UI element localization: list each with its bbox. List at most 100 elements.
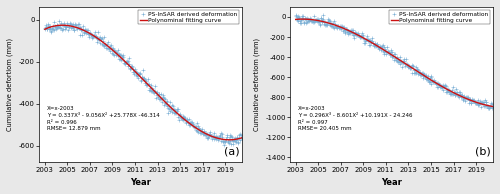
Polynominal fitting curve: [204, 133, 210, 135]
PS-InSAR derived deformation: [352, 32, 360, 35]
PS-InSAR derived deformation: [198, 127, 206, 131]
PS-InSAR derived deformation: [393, 55, 401, 58]
PS-InSAR derived deformation: [184, 120, 192, 124]
PS-InSAR derived deformation: [408, 63, 416, 66]
PS-InSAR derived deformation: [208, 137, 216, 140]
PS-InSAR derived deformation: [124, 59, 132, 62]
Polynominal fitting curve: [42, 28, 48, 30]
PS-InSAR derived deformation: [361, 41, 369, 44]
PS-InSAR derived deformation: [126, 67, 134, 70]
PS-InSAR derived deformation: [376, 48, 384, 51]
PS-InSAR derived deformation: [333, 24, 341, 27]
PS-InSAR derived deformation: [340, 29, 348, 32]
PS-InSAR derived deformation: [100, 44, 108, 47]
PS-InSAR derived deformation: [224, 140, 232, 143]
PS-InSAR derived deformation: [414, 69, 422, 72]
PS-InSAR derived deformation: [58, 29, 66, 32]
PS-InSAR derived deformation: [57, 22, 65, 25]
PS-InSAR derived deformation: [166, 101, 174, 104]
PS-InSAR derived deformation: [120, 62, 128, 65]
PS-InSAR derived deformation: [231, 136, 239, 139]
PS-InSAR derived deformation: [221, 139, 229, 142]
PS-InSAR derived deformation: [94, 38, 102, 41]
PS-InSAR derived deformation: [470, 100, 478, 103]
PS-InSAR derived deformation: [102, 43, 110, 46]
PS-InSAR derived deformation: [233, 136, 241, 139]
PS-InSAR derived deformation: [392, 56, 400, 59]
PS-InSAR derived deformation: [55, 25, 63, 28]
PS-InSAR derived deformation: [102, 47, 110, 50]
PS-InSAR derived deformation: [478, 101, 486, 104]
PS-InSAR derived deformation: [174, 115, 182, 119]
PS-InSAR derived deformation: [151, 85, 159, 88]
PS-InSAR derived deformation: [422, 74, 430, 77]
PS-InSAR derived deformation: [68, 22, 76, 25]
PS-InSAR derived deformation: [382, 49, 390, 52]
PS-InSAR derived deformation: [388, 56, 396, 59]
PS-InSAR derived deformation: [178, 114, 186, 117]
PS-InSAR derived deformation: [230, 138, 237, 141]
PS-InSAR derived deformation: [434, 81, 442, 84]
PS-InSAR derived deformation: [456, 96, 464, 99]
PS-InSAR derived deformation: [184, 120, 192, 124]
PS-InSAR derived deformation: [122, 61, 130, 64]
PS-InSAR derived deformation: [192, 121, 200, 125]
PS-InSAR derived deformation: [476, 99, 484, 102]
PS-InSAR derived deformation: [238, 133, 246, 137]
PS-InSAR derived deformation: [387, 50, 395, 53]
PS-InSAR derived deformation: [442, 91, 450, 94]
PS-InSAR derived deformation: [122, 60, 130, 63]
PS-InSAR derived deformation: [294, 20, 302, 23]
PS-InSAR derived deformation: [384, 50, 392, 54]
PS-InSAR derived deformation: [298, 15, 306, 18]
PS-InSAR derived deformation: [368, 37, 376, 40]
PS-InSAR derived deformation: [178, 117, 186, 120]
PS-InSAR derived deformation: [368, 41, 376, 44]
PS-InSAR derived deformation: [156, 98, 164, 101]
PS-InSAR derived deformation: [114, 53, 122, 56]
PS-InSAR derived deformation: [117, 53, 125, 56]
PS-InSAR derived deformation: [182, 121, 190, 124]
PS-InSAR derived deformation: [424, 77, 432, 80]
PS-InSAR derived deformation: [302, 18, 310, 21]
PS-InSAR derived deformation: [159, 93, 167, 96]
PS-InSAR derived deformation: [62, 25, 70, 28]
PS-InSAR derived deformation: [176, 114, 184, 117]
PS-InSAR derived deformation: [390, 58, 398, 61]
Polynominal fitting curve: [300, 18, 306, 20]
PS-InSAR derived deformation: [416, 74, 424, 77]
PS-InSAR derived deformation: [235, 134, 243, 137]
PS-InSAR derived deformation: [461, 96, 469, 99]
PS-InSAR derived deformation: [121, 62, 129, 65]
PS-InSAR derived deformation: [374, 42, 382, 45]
PS-InSAR derived deformation: [226, 135, 234, 138]
PS-InSAR derived deformation: [46, 27, 54, 30]
PS-InSAR derived deformation: [42, 28, 50, 31]
PS-InSAR derived deformation: [350, 28, 358, 31]
PS-InSAR derived deformation: [176, 116, 184, 119]
PS-InSAR derived deformation: [301, 17, 309, 20]
PS-InSAR derived deformation: [294, 16, 302, 20]
PS-InSAR derived deformation: [434, 83, 442, 86]
PS-InSAR derived deformation: [334, 25, 342, 28]
PS-InSAR derived deformation: [444, 87, 452, 90]
PS-InSAR derived deformation: [414, 67, 422, 70]
PS-InSAR derived deformation: [376, 47, 384, 50]
PS-InSAR derived deformation: [334, 24, 342, 27]
PS-InSAR derived deformation: [376, 45, 384, 48]
PS-InSAR derived deformation: [112, 52, 120, 55]
PS-InSAR derived deformation: [208, 136, 216, 139]
PS-InSAR derived deformation: [398, 65, 406, 68]
PS-InSAR derived deformation: [213, 136, 221, 139]
PS-InSAR derived deformation: [466, 97, 473, 100]
PS-InSAR derived deformation: [162, 100, 170, 103]
PS-InSAR derived deformation: [186, 123, 194, 126]
PS-InSAR derived deformation: [212, 137, 220, 140]
PS-InSAR derived deformation: [400, 57, 408, 61]
PS-InSAR derived deformation: [306, 20, 314, 23]
PS-InSAR derived deformation: [62, 28, 70, 31]
PS-InSAR derived deformation: [470, 100, 478, 103]
PS-InSAR derived deformation: [72, 23, 80, 26]
PS-InSAR derived deformation: [118, 55, 126, 58]
PS-InSAR derived deformation: [88, 33, 96, 36]
